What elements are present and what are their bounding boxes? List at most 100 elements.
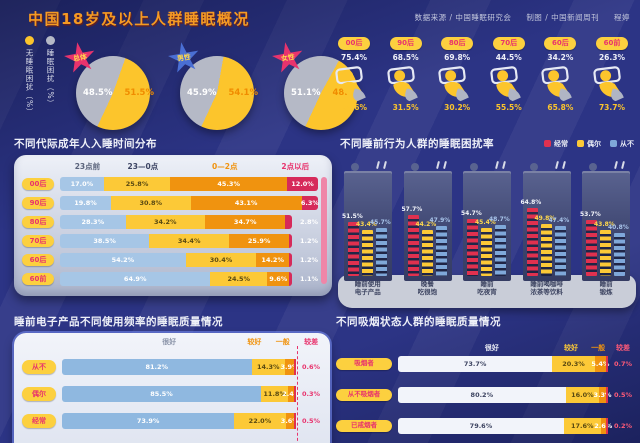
bar-segment: 14.2%: [256, 253, 290, 267]
sleep-time-row: 00后 17.0% 25.8% 45.3% 12.0%: [22, 177, 318, 191]
generation-column: 80后 69.8% 30.2%: [433, 30, 481, 134]
sleeping-person-icon: [382, 63, 430, 105]
roof-dome-icon: [351, 163, 359, 171]
bar-segment: [294, 386, 296, 402]
bar-segment-value: 1.2%: [299, 237, 318, 245]
generation-trouble-section: 00后 75.4% 24.6% 90后 68.5% 31.5% 80后 69.8% 30.2% 7…: [330, 30, 636, 134]
page-title: 中国18岁及以上人群睡眠概况: [28, 10, 250, 28]
bar-segment: [606, 356, 609, 372]
pie-chart: [180, 56, 254, 130]
credits: 数据来源 / 中国睡眠研究会 制图 / 中国新闻周刊 程婷: [403, 12, 630, 23]
smoking-quality-chart: 很好 较好 一般 较差 吸烟者 73.7% 20.3% 5.4% 0.7% 从不吸烟者 80.2%…: [336, 329, 634, 439]
poor-value: 0.6%: [302, 363, 321, 371]
bar-segment: 6.3%: [301, 196, 319, 210]
generation-badge: 70后: [492, 37, 525, 50]
rate-value: 44.2%: [415, 220, 437, 228]
window-column: [540, 223, 552, 276]
generation-column: 60前 26.3% 73.7%: [588, 30, 636, 134]
window-column: [554, 226, 566, 276]
bar-segment: 19.8%: [60, 196, 112, 210]
legend-item: 从不: [610, 139, 634, 149]
behavior-label-line: 锻炼: [599, 288, 613, 297]
quality-bar: 85.5% 11.8% 2.4%: [62, 386, 300, 402]
legend-square-icon: [577, 140, 584, 147]
rate-value: 64.8%: [520, 198, 542, 206]
window-column: [495, 224, 506, 276]
behavior-title: 不同睡前行为人群的睡眠困扰率: [340, 138, 494, 150]
smoking-quality-section: 不同吸烟状态人群的睡眠质量情况 很好 较好 一般 较差 吸烟者 73.7% 20.3% 5.…: [336, 314, 634, 440]
bar-segment: 3.9%: [280, 359, 298, 375]
stacked-bar: 19.8% 30.8% 43.1% 6.3%: [60, 196, 319, 210]
bar-segment: 34.2%: [125, 215, 205, 229]
bar-segment: 12.0%: [287, 177, 318, 191]
category-badge: 偶尔: [22, 387, 56, 401]
building: 64.8% 49.8% 47.4%: [520, 159, 572, 281]
legend-label: 偶尔: [587, 139, 601, 148]
no-trouble-rate-value: 65.8%: [547, 102, 574, 112]
rate-value: 40.8%: [608, 224, 629, 232]
bedtime-behavior-section: 不同睡前行为人群的睡眠困扰率 经常 偶尔 从不 睡前使用 电子产品 晚餐 吃很饱 睡前 吃夜宵…: [338, 136, 636, 312]
quality-column-headers: 很好 较好 一般 较差: [406, 343, 632, 353]
bar-segment: 45.3%: [170, 177, 288, 191]
category-badge: 从不吸烟者: [336, 388, 392, 402]
no-trouble-rate-value: 73.7%: [598, 102, 625, 112]
antenna-icon: [435, 160, 440, 170]
building: 51.5% 43.4% 45.7%: [342, 159, 393, 281]
sleeping-person-icon: [330, 63, 378, 105]
bar-segment: 34.7%: [204, 215, 286, 229]
bar-segment: 73.9%: [62, 413, 235, 429]
poor-value: 0.5%: [302, 417, 321, 425]
building: 53.7% 43.8% 40.8%: [580, 159, 631, 281]
bar-segment: 64.9%: [60, 272, 211, 286]
bar-segment-value: 1.1%: [299, 275, 318, 283]
bar-segment-value: 1.2%: [299, 256, 318, 264]
roof-dome-icon: [529, 163, 538, 171]
buildings-chart: 睡前使用 电子产品 晚餐 吃很饱 睡前 吃夜宵 睡前喝咖啡 浓茶等饮料 睡前 锻炼 51.5% 43…: [338, 157, 636, 309]
generation-badge: 60后: [22, 253, 54, 267]
smoking-quality-title: 不同吸烟状态人群的睡眠质量情况: [336, 316, 501, 328]
antenna-icon: [614, 160, 618, 170]
behavior-label-line: 睡前使用: [354, 280, 381, 288]
behavior-label: 睡前 吃夜宵: [457, 275, 517, 308]
column-header: 23—0点: [127, 162, 159, 171]
bar-segment: 20.3%: [552, 356, 595, 372]
bar-segment-value: 2.8%: [299, 218, 318, 226]
generation-badge: 00后: [22, 177, 54, 191]
stacked-bar: 17.0% 25.8% 45.3% 12.0%: [60, 177, 318, 191]
legend-dot-icon: [46, 36, 55, 45]
trouble-rate-value: 34.2%: [547, 52, 574, 62]
trouble-value: 51.1%: [291, 88, 321, 98]
stacked-bar: 54.2% 30.4% 14.2%: [60, 253, 292, 267]
pie-legend-item: 无睡眠困扰（%）: [24, 36, 35, 117]
sleep-time-row: 60前 64.9% 24.5% 9.6% 1.1%: [22, 272, 318, 286]
bar-segment: 30.8%: [111, 196, 191, 210]
bar-segment: 17.0%: [60, 177, 104, 191]
bar-segment: [294, 413, 296, 429]
window-column: [407, 215, 419, 276]
electronics-quality-panel: 很好 较好 一般 较差 从不 81.2% 14.3% 3.9% 0.6% 偶尔 85.5% 11.8…: [14, 333, 330, 443]
bar-segment: 54.2%: [60, 253, 186, 267]
generation-badge: 60前: [22, 272, 54, 286]
quality-row: 已戒烟者 79.6% 17.6% 2.6% 0.2%: [336, 418, 634, 434]
sleep-time-row: 70后 38.5% 34.4% 25.9% 1.2%: [22, 234, 318, 248]
behavior-label-line: 吃很饱: [417, 288, 438, 297]
rate-value: 53.7%: [580, 210, 601, 218]
behavior-label-line: 吃夜宵: [477, 288, 497, 297]
category-badge: 经常: [22, 414, 56, 428]
rate-value: 43.4%: [356, 221, 377, 229]
rate-value: 43.8%: [594, 221, 615, 229]
bar-segment: 3.3%: [594, 387, 612, 403]
legend-item: 经常: [544, 139, 568, 149]
pie-chart: [76, 56, 150, 130]
legend-item: 偶尔: [577, 139, 601, 149]
behavior-label-line: 睡前: [480, 280, 494, 288]
window-column: [421, 229, 433, 276]
rate-value: 57.7%: [401, 206, 423, 214]
bar-segment: [285, 215, 292, 229]
legend-dot-icon: [25, 36, 34, 45]
category-badge: 已戒烟者: [336, 419, 392, 433]
behavior-legend: 经常 偶尔 从不: [544, 139, 634, 149]
legend-square-icon: [544, 140, 551, 147]
